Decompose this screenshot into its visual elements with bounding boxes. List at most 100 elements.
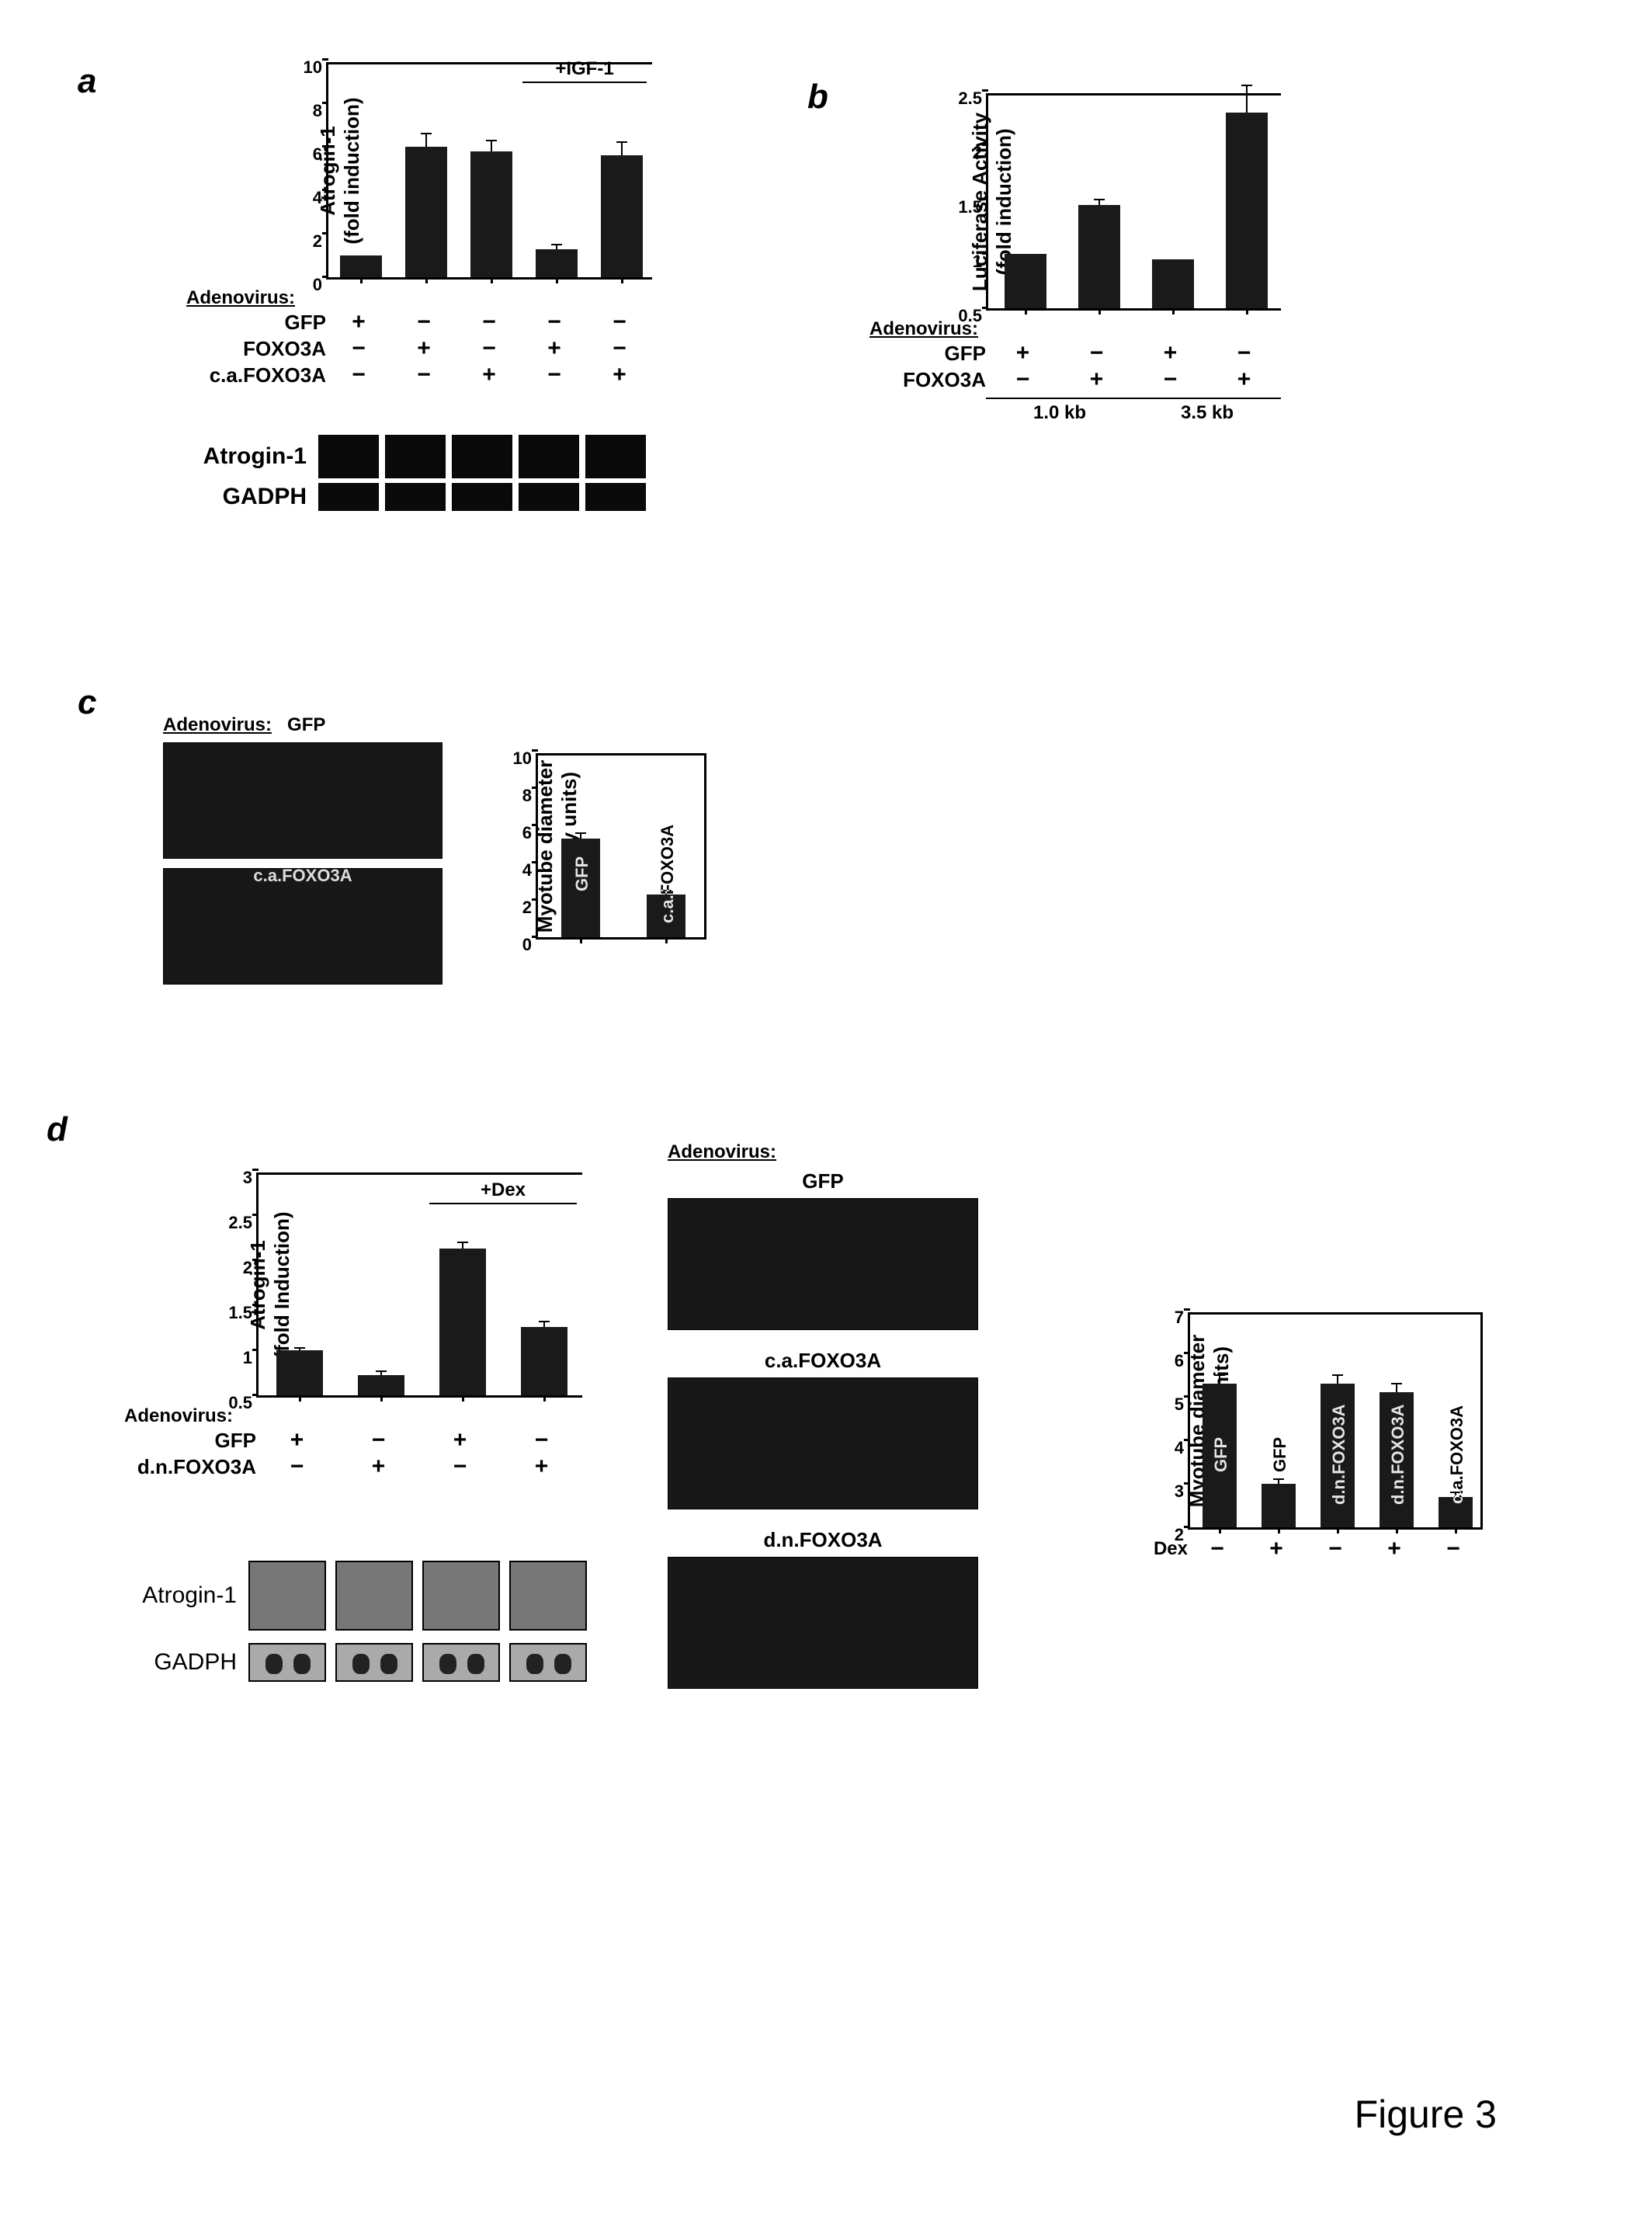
dex-cell: − <box>1424 1536 1483 1562</box>
chart-bar <box>601 155 643 277</box>
condition-cell: − <box>419 1454 501 1480</box>
micrograph-title: c.a.FOXO3A <box>668 1349 978 1373</box>
micrograph-label-cafoxo3a: c.a.FOXO3A <box>253 866 352 886</box>
condition-cell: − <box>456 309 522 335</box>
bar-category-label: GFP <box>1211 1389 1231 1520</box>
figure-number: Figure 3 <box>1355 2092 1497 2137</box>
condition-cell: − <box>522 362 587 388</box>
blot-lane <box>585 435 646 478</box>
panel-d-middle: Adenovirus: GFP c.a.FOXO3A d.n.FOXO3A <box>668 1141 978 1689</box>
blot-lane <box>335 1561 413 1631</box>
chart-bar <box>521 1327 567 1395</box>
bar-category-label: c.a.FOXO3A <box>1447 1389 1467 1520</box>
blot-lane <box>248 1561 326 1631</box>
bar-category-label: d.n.FOXO3A <box>1388 1389 1408 1520</box>
dex-cell: + <box>1247 1536 1306 1562</box>
blot-lane <box>519 483 579 511</box>
chart-bar <box>405 147 447 277</box>
blot-lane <box>318 483 379 511</box>
chart-bar <box>1226 113 1268 308</box>
panel-d-left-chart: Atrogin-1 (fold Induction) 0.511.522.53 … <box>256 1172 582 1480</box>
condition-row-label: GFP <box>869 342 986 366</box>
blot-lane <box>385 483 446 511</box>
condition-cell: + <box>391 335 456 362</box>
panel-d-label: d <box>47 1110 68 1149</box>
condition-cell: + <box>326 309 391 335</box>
condition-cell: − <box>256 1454 338 1480</box>
bar-category-label: d.n.FOXO3A <box>1329 1389 1349 1520</box>
chart-bar <box>358 1375 404 1395</box>
blot-lane <box>422 1643 500 1682</box>
condition-cell: − <box>456 335 522 362</box>
micrograph-label-gfp: GFP <box>287 714 325 735</box>
blot-label-gadph: GADPH <box>179 484 318 510</box>
panel-a-table: Adenovirus: GFP+−−−−FOXO3A−+−+−c.a.FOXO3… <box>186 287 652 388</box>
condition-cell: + <box>1207 366 1281 393</box>
condition-cell: − <box>522 309 587 335</box>
blot-label-atrogin-d: Atrogin-1 <box>109 1582 248 1609</box>
condition-row-label: FOXO3A <box>869 368 986 392</box>
condition-row-label: GFP <box>186 311 326 335</box>
panel-b-table: Adenovirus: GFP+−+−FOXO3A−+−+ 1.0 kb3.5 … <box>869 318 1281 424</box>
chart-bar <box>276 1350 323 1395</box>
chart-bar <box>340 255 382 277</box>
panel-b-chart: Luciferase Activity (fold induction) 0.5… <box>986 93 1281 424</box>
blot-lane <box>509 1643 587 1682</box>
condition-cell: + <box>256 1427 338 1454</box>
condition-cell: − <box>1207 340 1281 366</box>
panel-d-left-table: Adenovirus: GFP+−+−d.n.FOXO3A−+−+ <box>124 1405 582 1480</box>
micrograph-title: GFP <box>668 1169 978 1193</box>
condition-cell: − <box>391 309 456 335</box>
panel-a-blots: Atrogin-1 GADPH <box>179 435 646 511</box>
panel-d-dex-annotation: +Dex <box>429 1179 577 1204</box>
blot-label-atrogin: Atrogin-1 <box>179 443 318 470</box>
panel-c-chart: Myotube diameter (arbitrary units) 02468… <box>536 753 706 940</box>
blot-lane <box>335 1643 413 1682</box>
blot-lane <box>452 435 512 478</box>
adenovirus-header-c: Adenovirus: <box>163 714 272 735</box>
dex-cell: − <box>1306 1536 1365 1562</box>
bar-category-label: GFP <box>572 818 592 929</box>
blot-lane <box>509 1561 587 1631</box>
condition-cell: + <box>456 362 522 388</box>
condition-row-label: d.n.FOXO3A <box>124 1455 256 1479</box>
blot-lane <box>452 483 512 511</box>
condition-cell: + <box>501 1454 582 1480</box>
condition-cell: − <box>391 362 456 388</box>
condition-cell: + <box>522 335 587 362</box>
bar-category-label: c.a.FOXO3A <box>658 818 678 929</box>
condition-cell: − <box>986 366 1060 393</box>
condition-row-label: c.a.FOXO3A <box>186 363 326 387</box>
condition-cell: − <box>587 335 652 362</box>
condition-cell: + <box>587 362 652 388</box>
condition-row-label: FOXO3A <box>186 337 326 361</box>
condition-cell: + <box>1060 366 1133 393</box>
dex-cell: + <box>1365 1536 1424 1562</box>
chart-bar <box>1152 259 1194 308</box>
chart-bar <box>1078 205 1120 308</box>
bar-category-label: GFP <box>1270 1389 1290 1520</box>
dex-cell: − <box>1188 1536 1247 1562</box>
panel-b-label: b <box>807 78 828 116</box>
blot-label-gadph-d: GADPH <box>109 1649 248 1676</box>
adenovirus-header-d: Adenovirus: <box>124 1405 582 1427</box>
panel-d-right-chart: Myotube diameter (arbitrary units) 23456… <box>1188 1312 1483 1562</box>
panel-a-igf-annotation: +IGF-1 <box>522 58 647 83</box>
micrograph <box>668 1557 978 1689</box>
condition-cell: − <box>338 1427 419 1454</box>
group-label: 3.5 kb <box>1133 398 1281 424</box>
chart-bar <box>1005 254 1046 308</box>
condition-cell: + <box>1133 340 1207 366</box>
chart-bar <box>536 249 578 277</box>
blot-lane <box>248 1643 326 1682</box>
micrograph-cafoxo3a: c.a.FOXO3A <box>163 868 442 985</box>
condition-cell: + <box>986 340 1060 366</box>
micrograph-title: d.n.FOXO3A <box>668 1528 978 1552</box>
chart-bar <box>470 151 512 277</box>
condition-cell: + <box>338 1454 419 1480</box>
chart-bar <box>439 1249 486 1395</box>
condition-cell: − <box>587 309 652 335</box>
condition-cell: − <box>501 1427 582 1454</box>
adenovirus-header-d-mid: Adenovirus: <box>668 1141 978 1163</box>
blot-lane <box>422 1561 500 1631</box>
